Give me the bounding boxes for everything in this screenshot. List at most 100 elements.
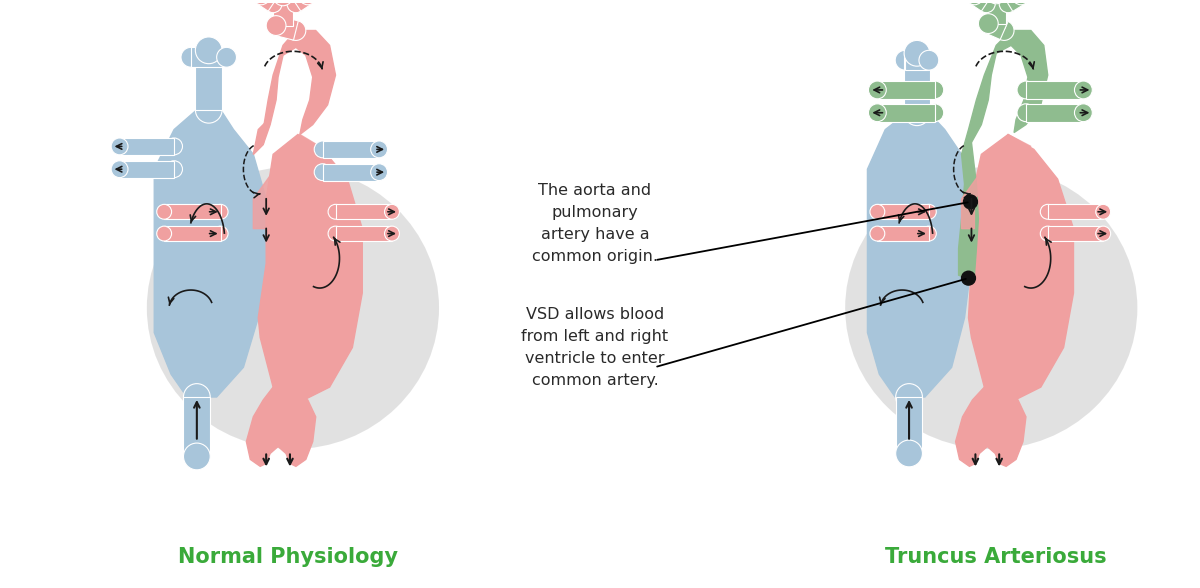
Text: Normal Physiology: Normal Physiology bbox=[178, 547, 398, 567]
Polygon shape bbox=[164, 226, 221, 241]
Circle shape bbox=[1096, 205, 1111, 219]
Polygon shape bbox=[323, 141, 379, 158]
Circle shape bbox=[299, 0, 317, 5]
Circle shape bbox=[214, 226, 228, 241]
Circle shape bbox=[328, 205, 343, 219]
Text: The aorta and
pulmonary
artery have a
common origin.: The aorta and pulmonary artery have a co… bbox=[532, 183, 658, 265]
Polygon shape bbox=[1048, 226, 1103, 241]
Circle shape bbox=[112, 161, 128, 178]
Circle shape bbox=[1000, 0, 1018, 13]
Polygon shape bbox=[877, 205, 929, 219]
Circle shape bbox=[184, 443, 210, 470]
Polygon shape bbox=[904, 54, 930, 113]
Polygon shape bbox=[258, 135, 362, 402]
Ellipse shape bbox=[146, 167, 439, 449]
Circle shape bbox=[166, 161, 182, 178]
Circle shape bbox=[895, 440, 923, 467]
Circle shape bbox=[919, 51, 938, 70]
Polygon shape bbox=[253, 31, 336, 154]
Polygon shape bbox=[959, 142, 978, 278]
Polygon shape bbox=[120, 138, 174, 155]
Circle shape bbox=[1018, 104, 1034, 122]
Circle shape bbox=[926, 81, 943, 99]
Polygon shape bbox=[274, 16, 299, 40]
Circle shape bbox=[1096, 226, 1111, 241]
Circle shape bbox=[384, 205, 400, 219]
Circle shape bbox=[904, 41, 930, 66]
Polygon shape bbox=[120, 161, 174, 178]
Circle shape bbox=[384, 226, 400, 241]
Circle shape bbox=[181, 48, 200, 67]
Polygon shape bbox=[290, 0, 313, 11]
Circle shape bbox=[274, 16, 293, 35]
Polygon shape bbox=[336, 205, 392, 219]
Polygon shape bbox=[246, 387, 316, 466]
Circle shape bbox=[314, 141, 331, 158]
Circle shape bbox=[371, 141, 388, 158]
Circle shape bbox=[1012, 0, 1030, 5]
Polygon shape bbox=[191, 48, 227, 67]
Circle shape bbox=[870, 226, 884, 241]
Circle shape bbox=[287, 0, 305, 13]
Circle shape bbox=[995, 21, 1014, 41]
Circle shape bbox=[214, 205, 228, 219]
Circle shape bbox=[252, 0, 270, 5]
Polygon shape bbox=[164, 205, 221, 219]
Circle shape bbox=[157, 205, 172, 219]
Polygon shape bbox=[257, 0, 278, 11]
Polygon shape bbox=[868, 113, 972, 397]
Polygon shape bbox=[877, 81, 935, 99]
Circle shape bbox=[986, 14, 1006, 34]
Polygon shape bbox=[336, 226, 392, 241]
Text: Truncus Arteriosus: Truncus Arteriosus bbox=[886, 547, 1108, 567]
Polygon shape bbox=[1026, 81, 1084, 99]
Polygon shape bbox=[196, 51, 222, 110]
Circle shape bbox=[286, 21, 306, 41]
Circle shape bbox=[966, 0, 983, 5]
Polygon shape bbox=[253, 120, 268, 154]
Polygon shape bbox=[895, 397, 923, 453]
Polygon shape bbox=[323, 163, 379, 181]
Text: VSD allows blood
from left and right
ventricle to enter
common artery.: VSD allows blood from left and right ven… bbox=[522, 307, 668, 388]
Circle shape bbox=[1074, 104, 1092, 122]
Circle shape bbox=[978, 0, 995, 13]
Circle shape bbox=[922, 226, 936, 241]
Polygon shape bbox=[184, 397, 210, 456]
Circle shape bbox=[112, 138, 128, 155]
Polygon shape bbox=[986, 0, 1006, 24]
Circle shape bbox=[217, 48, 236, 67]
Polygon shape bbox=[877, 226, 929, 241]
Polygon shape bbox=[1026, 104, 1084, 122]
Circle shape bbox=[926, 104, 943, 122]
Polygon shape bbox=[1003, 0, 1026, 11]
Polygon shape bbox=[984, 15, 1008, 39]
Polygon shape bbox=[961, 135, 1031, 229]
Circle shape bbox=[978, 14, 998, 34]
Circle shape bbox=[166, 138, 182, 155]
Polygon shape bbox=[955, 387, 1026, 466]
Circle shape bbox=[196, 96, 222, 123]
Circle shape bbox=[371, 163, 388, 181]
Polygon shape bbox=[970, 0, 991, 11]
Circle shape bbox=[1040, 205, 1055, 219]
Polygon shape bbox=[961, 31, 1048, 154]
Circle shape bbox=[922, 205, 936, 219]
Circle shape bbox=[961, 271, 976, 285]
Circle shape bbox=[314, 163, 331, 181]
Polygon shape bbox=[155, 110, 266, 397]
Circle shape bbox=[157, 226, 172, 241]
Circle shape bbox=[1018, 81, 1034, 99]
Circle shape bbox=[869, 81, 887, 99]
Circle shape bbox=[904, 100, 930, 126]
Polygon shape bbox=[968, 135, 1074, 402]
Circle shape bbox=[196, 37, 222, 64]
Circle shape bbox=[895, 51, 914, 70]
Circle shape bbox=[869, 104, 887, 122]
Polygon shape bbox=[905, 51, 929, 70]
Polygon shape bbox=[877, 104, 935, 122]
Circle shape bbox=[1040, 226, 1055, 241]
Polygon shape bbox=[253, 135, 319, 229]
Circle shape bbox=[264, 0, 282, 13]
Ellipse shape bbox=[845, 167, 1138, 449]
Circle shape bbox=[274, 0, 293, 6]
